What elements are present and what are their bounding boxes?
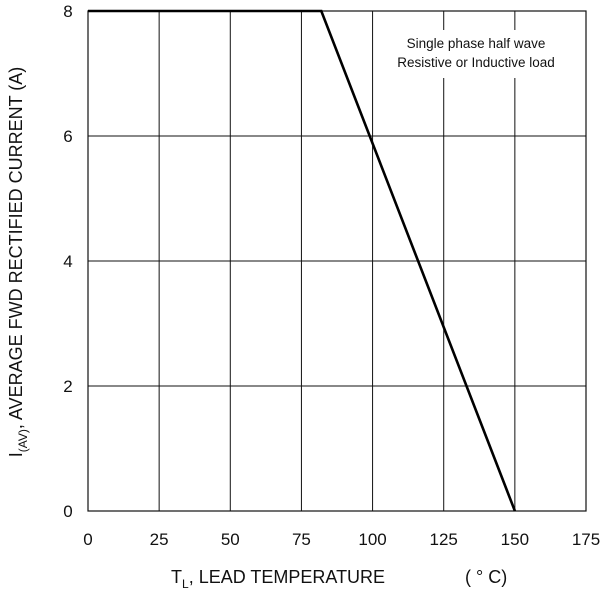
y-axis-label-text: , AVERAGE FWD RECTIFIED CURRENT (A) — [6, 67, 26, 429]
y-tick-label: 8 — [63, 2, 72, 21]
annotation-line-2: Resistive or Inductive load — [397, 55, 555, 70]
annotation-background — [378, 30, 578, 78]
x-axis-unit: ( ° C) — [465, 567, 507, 587]
y-axis-label: I(AV), AVERAGE FWD RECTIFIED CURRENT (A) — [6, 67, 30, 457]
x-tick-labels: 0 25 50 75 100 125 150 175 — [83, 530, 600, 549]
x-tick-label: 0 — [83, 530, 92, 549]
series-layer — [88, 9, 517, 512]
series-line — [88, 9, 517, 512]
x-axis-label-text: , LEAD TEMPERATURE — [189, 567, 385, 587]
x-tick-label: 25 — [150, 530, 169, 549]
y-tick-label: 0 — [63, 502, 72, 521]
y-axis-label-main: I — [6, 452, 26, 457]
grid — [88, 11, 586, 511]
x-axis-label-subscript: L — [182, 577, 189, 591]
x-tick-label: 125 — [430, 530, 458, 549]
plot-frame — [87, 10, 587, 512]
y-tick-label: 6 — [63, 127, 72, 146]
x-tick-label: 100 — [358, 530, 386, 549]
x-tick-label: 175 — [572, 530, 600, 549]
annotation-line-1: Single phase half wave — [407, 36, 546, 51]
y-tick-labels: 0 2 4 6 8 — [63, 2, 72, 521]
y-tick-label: 2 — [63, 377, 72, 396]
y-axis-label-subscript: (AV) — [16, 429, 30, 452]
x-tick-label: 50 — [221, 530, 240, 549]
x-axis-label-main: T — [171, 567, 182, 587]
x-tick-label: 75 — [292, 530, 311, 549]
x-axis-label: TL, LEAD TEMPERATURE — [171, 567, 385, 591]
y-tick-label: 4 — [63, 252, 72, 271]
x-tick-label: 150 — [501, 530, 529, 549]
